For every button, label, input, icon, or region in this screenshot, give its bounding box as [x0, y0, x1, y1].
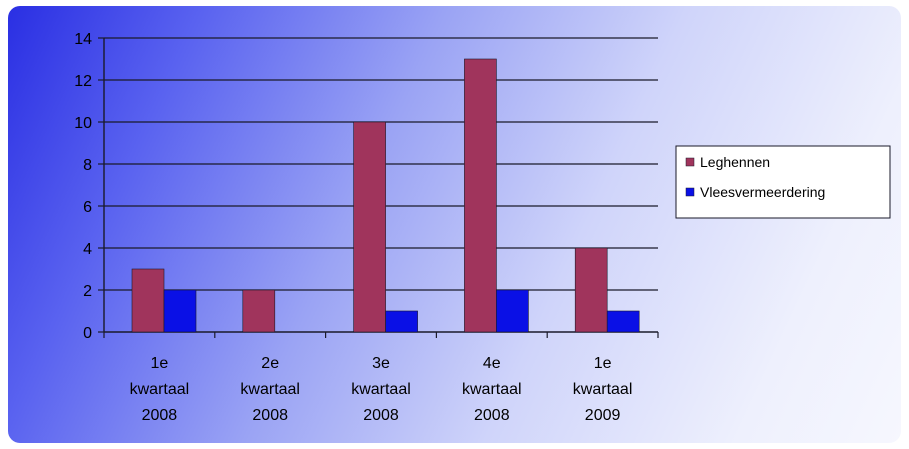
y-tick-label: 2 — [83, 283, 92, 300]
x-tick-label: 2009 — [585, 407, 621, 424]
x-tick-label: 2008 — [142, 407, 178, 424]
bar-leghennen — [353, 121, 386, 333]
x-tick-label: kwartaal — [130, 381, 190, 398]
x-tick-label: 2e — [261, 355, 279, 372]
y-tick-label: 4 — [83, 241, 92, 258]
bar-vleesvermeerdering — [163, 289, 197, 333]
x-tick-label: 4e — [483, 355, 501, 372]
x-tick-label: kwartaal — [351, 381, 411, 398]
y-tick-label: 0 — [83, 325, 92, 342]
legend-swatch-vleesvermeerdering — [685, 187, 695, 197]
legend-label-leghennen: Leghennen — [700, 154, 770, 170]
bar-vleesvermeerdering — [385, 310, 418, 333]
bar-leghennen — [464, 58, 497, 333]
y-tick-label: 10 — [74, 115, 92, 132]
x-tick-label: kwartaal — [462, 381, 522, 398]
x-tick-label: 2008 — [474, 407, 510, 424]
bar-vleesvermeerdering — [496, 289, 529, 333]
x-tick-label: kwartaal — [573, 381, 633, 398]
legend-box — [675, 145, 891, 219]
bar-vleesvermeerdering — [606, 310, 640, 333]
bar-leghennen — [242, 289, 276, 333]
bar-leghennen — [131, 268, 165, 333]
bar-leghennen — [574, 247, 608, 333]
y-tick-label: 8 — [83, 157, 92, 174]
legend-label-vleesvermeerdering: Vleesvermeerdering — [700, 184, 825, 200]
y-tick-label: 6 — [83, 199, 92, 216]
y-tick-label: 14 — [74, 31, 92, 48]
x-tick-label: 2008 — [363, 407, 399, 424]
legend-swatch-leghennen — [685, 157, 695, 167]
x-tick-label: kwartaal — [240, 381, 300, 398]
x-tick-label: 1e — [151, 355, 169, 372]
x-tick-label: 3e — [372, 355, 390, 372]
y-tick-label: 12 — [74, 73, 92, 90]
x-tick-label: 2008 — [252, 407, 288, 424]
x-tick-label: 1e — [594, 355, 612, 372]
chart-card — [8, 6, 901, 443]
